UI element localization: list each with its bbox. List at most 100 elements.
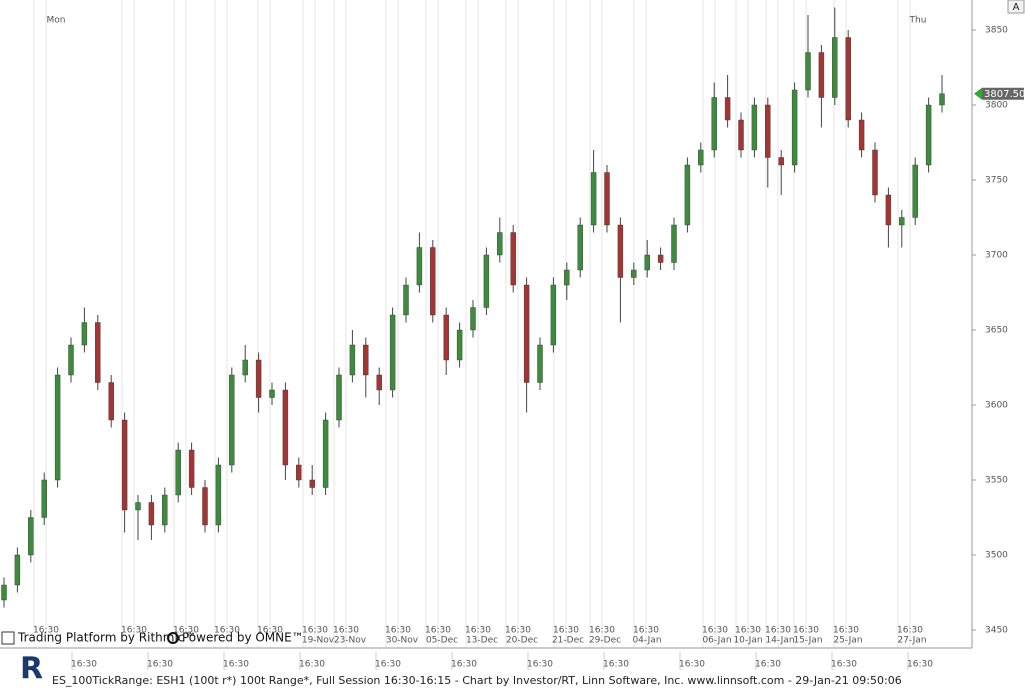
candle-body xyxy=(684,164,691,226)
candle-body xyxy=(255,359,262,398)
x-tick-label: 16:30 xyxy=(299,660,325,670)
candle-body xyxy=(188,449,195,488)
session-time: 16:30 xyxy=(765,626,791,636)
y-tick-label: 3800 xyxy=(985,101,1008,111)
omne-logo xyxy=(167,632,179,644)
x-tick-label: 16:30 xyxy=(71,660,97,670)
candle-body xyxy=(41,479,47,518)
candle-body xyxy=(416,247,423,286)
branding-omne: Powered by OMNE™ xyxy=(182,631,304,645)
candle-body xyxy=(765,104,771,158)
candle-body xyxy=(162,494,168,526)
candle-body xyxy=(95,322,101,383)
candle-body xyxy=(791,89,798,166)
session-time: 16:30 xyxy=(505,626,531,636)
session-time: 16:30 xyxy=(302,626,328,636)
session-time: 16:30 xyxy=(553,626,579,636)
session-time: 16:30 xyxy=(897,626,923,636)
candle-body xyxy=(858,119,865,151)
candle-body xyxy=(497,232,503,256)
session-time: 16:30 xyxy=(121,626,147,636)
candle-body xyxy=(537,344,543,383)
candle-body xyxy=(644,254,650,271)
date-label: 23-Nov xyxy=(334,636,367,646)
session-time: 16:30 xyxy=(333,626,359,636)
candle-body xyxy=(389,314,396,391)
candle-body xyxy=(322,419,329,488)
candle-body xyxy=(108,382,114,421)
candle-body xyxy=(336,374,342,421)
session-time: 16:30 xyxy=(214,626,240,636)
date-label: 06-Jan xyxy=(702,636,731,646)
candle-body xyxy=(751,104,758,151)
candle-body xyxy=(483,254,490,308)
scale-button[interactable] xyxy=(1007,0,1025,14)
candle-body xyxy=(81,322,88,346)
candle-body xyxy=(550,284,557,346)
candle-body xyxy=(376,374,382,391)
session-time: 16:30 xyxy=(425,626,451,636)
date-label: 21-Dec xyxy=(552,636,584,646)
candle-body xyxy=(617,224,624,278)
candle-body xyxy=(872,149,878,196)
day-label: Mon xyxy=(47,16,66,26)
candle-body xyxy=(296,464,302,481)
candle-body xyxy=(135,502,141,511)
x-tick-label: 16:30 xyxy=(223,660,249,670)
candle-body xyxy=(698,149,704,166)
candle-body xyxy=(818,52,825,98)
candle-body xyxy=(885,194,892,226)
last-price-box xyxy=(982,87,1024,100)
candle-body xyxy=(456,329,463,361)
candle-body xyxy=(363,344,369,376)
day-label: Thu xyxy=(909,16,927,26)
candle-body xyxy=(54,374,61,481)
candle-body xyxy=(590,172,597,226)
candle-body xyxy=(604,172,610,226)
date-label: 20-Dec xyxy=(506,636,538,646)
candle-body xyxy=(175,449,181,496)
candle-body xyxy=(577,224,583,271)
date-label: 29-Dec xyxy=(589,636,621,646)
candle-body xyxy=(631,269,637,278)
candle-body xyxy=(711,97,717,151)
candle-body xyxy=(738,119,744,151)
candle-body xyxy=(148,502,155,526)
candle-body xyxy=(349,344,356,376)
scale-button-label[interactable]: A xyxy=(1013,2,1020,13)
y-tick-label: 3500 xyxy=(985,551,1008,561)
candle-body xyxy=(671,224,677,263)
candle-body xyxy=(845,37,851,121)
x-tick-label: 16:30 xyxy=(147,660,173,670)
candle-body xyxy=(28,517,34,556)
date-label: 19-Nov xyxy=(302,636,335,646)
candle-body xyxy=(805,52,811,91)
date-label: 30-Nov xyxy=(386,636,419,646)
candle-body xyxy=(564,269,570,286)
toggle-icon[interactable] xyxy=(1,631,15,645)
candle-body xyxy=(282,389,289,466)
session-time: 16:30 xyxy=(589,626,615,636)
x-tick-label: 16:30 xyxy=(451,660,477,670)
date-label: 14-Jan xyxy=(765,636,794,646)
y-tick-label: 3600 xyxy=(985,401,1008,411)
date-label: 13-Dec xyxy=(466,636,498,646)
candle-body xyxy=(1,584,7,601)
candle-body xyxy=(229,374,235,466)
date-label: 15-Jan xyxy=(793,636,822,646)
x-tick-label: 16:30 xyxy=(907,660,933,670)
date-label: 10-Jan xyxy=(733,636,762,646)
branding-rithmic: Trading Platform by Rithmic™ xyxy=(17,631,196,645)
y-tick-label: 3450 xyxy=(985,626,1008,636)
candle-body xyxy=(510,232,516,286)
candle-body xyxy=(269,389,275,398)
candle-body xyxy=(443,314,449,361)
last-price-label: 3807.50 xyxy=(984,89,1025,100)
candle-body xyxy=(121,419,128,511)
y-tick-label: 3550 xyxy=(985,476,1008,486)
candle-body xyxy=(925,104,932,166)
candle-body xyxy=(523,284,530,383)
